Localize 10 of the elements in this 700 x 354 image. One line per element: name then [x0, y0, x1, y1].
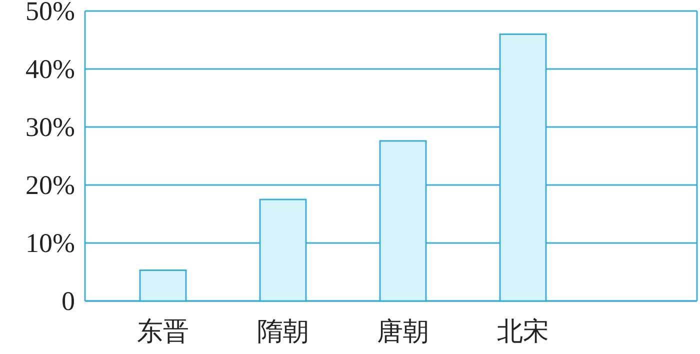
- y-tick-label: 50%: [26, 0, 75, 26]
- y-tick-label: 30%: [26, 112, 75, 142]
- y-tick-label: 10%: [26, 228, 75, 258]
- y-tick-label: 40%: [26, 54, 75, 84]
- y-tick-label: 20%: [26, 170, 75, 200]
- x-tick-label: 隋朝: [257, 317, 309, 347]
- x-tick-label: 唐朝: [377, 317, 429, 347]
- y-tick-label: 0: [62, 286, 75, 316]
- x-tick-label: 北宋: [497, 317, 549, 347]
- x-tick-label: 东晋: [137, 317, 189, 347]
